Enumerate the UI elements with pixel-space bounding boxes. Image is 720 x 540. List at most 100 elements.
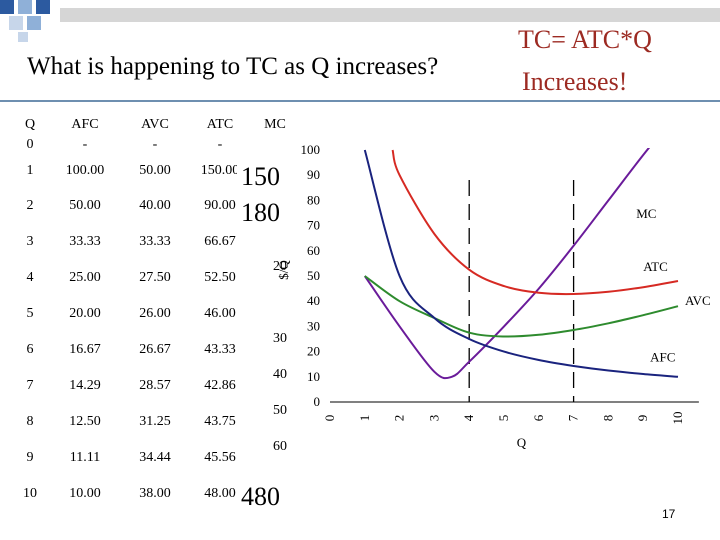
corner-decoration xyxy=(0,0,60,45)
x-tick-label: 5 xyxy=(496,415,511,422)
y-tick-label: 20 xyxy=(307,344,320,359)
mc-partial-value: 20 xyxy=(273,259,287,274)
mc-partial-value: 30 xyxy=(273,331,287,346)
x-tick-label: 1 xyxy=(357,415,372,422)
table-cell-avc: 33.33 xyxy=(139,234,171,249)
slide-question: What is happening to TC as Q increases? xyxy=(27,53,439,80)
table-cell-q: 10 xyxy=(23,486,37,501)
mc-partial-value: 50 xyxy=(273,403,287,418)
tc-callout-q1: 150 xyxy=(237,162,284,192)
series-label-avc: AVC xyxy=(685,293,711,308)
table-cell-avc: - xyxy=(152,137,158,152)
header-band xyxy=(60,8,720,22)
y-tick-label: 30 xyxy=(307,318,320,333)
y-tick-label: 90 xyxy=(307,167,320,182)
table-row: 10 10.00 38.00 48.00 xyxy=(10,476,300,512)
y-tick-label: 40 xyxy=(307,293,320,308)
table-cell-atc: 43.33 xyxy=(204,342,236,357)
table-header-afc: AFC xyxy=(71,117,99,132)
mc-partial-value: 40 xyxy=(273,367,287,382)
mc-partial-value: 60 xyxy=(273,439,287,454)
table-header-atc: ATC xyxy=(206,117,234,132)
table-cell-avc: 28.57 xyxy=(139,378,171,393)
table-cell-avc: 27.50 xyxy=(139,270,171,285)
header-rule xyxy=(0,100,720,102)
cost-table: Q AFC AVC ATC MC 0 - - - 1 100.00 50.00 150.00 2 50.0… xyxy=(10,114,300,512)
series-line-mc xyxy=(363,148,651,380)
table-cell-avc: 40.00 xyxy=(139,198,171,213)
table-row: 4 25.00 27.50 52.50 xyxy=(10,260,300,296)
series-line-afc xyxy=(363,149,679,378)
y-tick-label: 60 xyxy=(307,243,320,258)
table-cell-q: 6 xyxy=(26,342,34,357)
table-cell-atc: 48.00 xyxy=(204,486,236,501)
table-row: 7 14.29 28.57 42.86 xyxy=(10,368,300,404)
table-header-mc: MC xyxy=(264,117,286,132)
series-line-avc xyxy=(364,275,679,338)
table-cell-atc: - xyxy=(217,137,223,152)
table-cell-atc: 45.56 xyxy=(204,450,236,465)
x-tick-label: 3 xyxy=(426,415,441,422)
table-row: 6 16.67 26.67 43.33 xyxy=(10,332,300,368)
table-cell-q: 5 xyxy=(26,306,34,321)
table-cell-afc: 33.33 xyxy=(69,234,101,249)
table-cell-afc: 25.00 xyxy=(69,270,101,285)
table-row: 3 33.33 33.33 66.67 xyxy=(10,224,300,260)
table-row: 0 - - - xyxy=(10,136,300,154)
table-cell-atc: 52.50 xyxy=(204,270,236,285)
table-cell-q: 3 xyxy=(26,234,34,249)
table-cell-avc: 34.44 xyxy=(139,450,171,465)
table-cell-avc: 31.25 xyxy=(139,414,171,429)
x-tick-label: 9 xyxy=(635,415,650,422)
y-tick-label: 100 xyxy=(301,142,321,157)
table-cell-q: 0 xyxy=(26,137,34,152)
y-tick-label: 0 xyxy=(314,394,321,409)
series-line-atc xyxy=(391,149,679,296)
cost-curves-chart: 0 10 20 30 40 50 60 70 80 90 100 0 1 2 3 4 5 6 7 8 9 10 Q $/Q M… xyxy=(276,142,711,450)
x-tick-label: 7 xyxy=(566,414,581,421)
x-tick-label: 10 xyxy=(670,412,685,425)
table-header-q: Q xyxy=(24,117,36,132)
table-cell-q: 9 xyxy=(26,450,34,465)
tc-callout-q10: 480 xyxy=(237,482,284,512)
x-tick-label: 2 xyxy=(392,415,407,422)
tc-formula: TC= ATC*Q xyxy=(518,25,652,54)
table-cell-atc: 42.86 xyxy=(204,378,236,393)
table-header-avc: AVC xyxy=(141,117,169,132)
x-tick-label: 6 xyxy=(531,414,546,421)
tc-callout-q2: 180 xyxy=(237,198,284,228)
table-cell-q: 4 xyxy=(26,270,34,285)
table-cell-atc: 43.75 xyxy=(204,414,236,429)
table-row: 5 20.00 26.00 46.00 xyxy=(10,296,300,332)
table-cell-afc: 100.00 xyxy=(65,163,105,178)
x-axis-title: Q xyxy=(517,435,527,450)
table-cell-afc: 20.00 xyxy=(69,306,101,321)
y-axis-title: $/Q xyxy=(276,260,291,280)
table-cell-afc: 16.67 xyxy=(69,342,101,357)
table-cell-q: 2 xyxy=(26,198,34,213)
answer-text: Increases! xyxy=(522,67,628,96)
table-cell-afc: 14.29 xyxy=(69,378,101,393)
x-tick-label: 8 xyxy=(600,415,615,422)
table-cell-atc: 66.67 xyxy=(204,234,236,249)
y-tick-label: 70 xyxy=(307,218,320,233)
series-label-afc: AFC xyxy=(650,350,675,365)
table-cell-afc: - xyxy=(82,137,88,152)
table-header-row: Q AFC AVC ATC MC xyxy=(10,114,300,136)
page-number: 17 xyxy=(662,507,676,521)
table-row: 1 100.00 50.00 150.00 xyxy=(10,154,300,188)
table-cell-avc: 50.00 xyxy=(139,163,171,178)
x-tick-label: 4 xyxy=(461,414,476,421)
table-cell-afc: 12.50 xyxy=(69,414,101,429)
table-cell-atc: 90.00 xyxy=(204,198,236,213)
y-tick-label: 80 xyxy=(307,192,320,207)
table-row: 8 12.50 31.25 43.75 xyxy=(10,404,300,440)
table-cell-q: 8 xyxy=(26,414,34,429)
table-cell-q: 1 xyxy=(26,163,34,178)
table-cell-avc: 26.67 xyxy=(139,342,171,357)
table-cell-q: 7 xyxy=(26,378,34,393)
table-cell-afc: 50.00 xyxy=(69,198,101,213)
x-tick-label: 0 xyxy=(322,415,337,422)
table-cell-afc: 10.00 xyxy=(69,486,101,501)
table-cell-avc: 38.00 xyxy=(139,486,171,501)
